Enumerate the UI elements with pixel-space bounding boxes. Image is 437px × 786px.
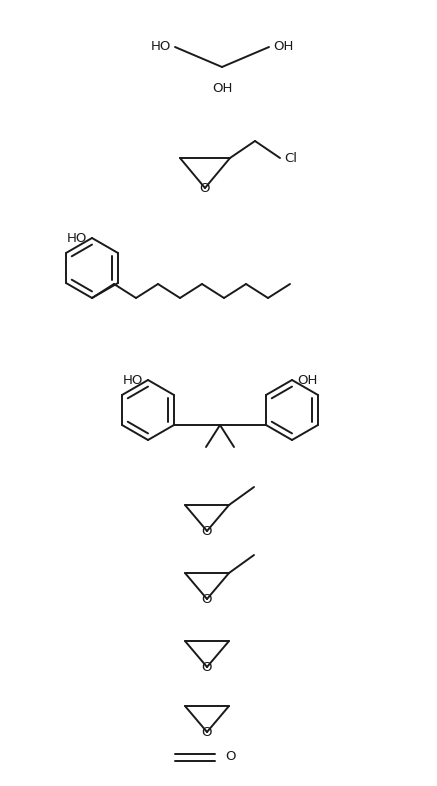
Text: O: O <box>202 525 212 538</box>
Text: O: O <box>202 593 212 606</box>
Text: Cl: Cl <box>284 152 297 164</box>
Text: O: O <box>202 661 212 674</box>
Text: OH: OH <box>212 82 232 95</box>
Text: OH: OH <box>297 373 317 387</box>
Text: OH: OH <box>273 41 293 53</box>
Text: HO: HO <box>66 232 87 244</box>
Text: HO: HO <box>151 41 171 53</box>
Text: O: O <box>225 751 236 763</box>
Text: O: O <box>200 182 210 195</box>
Text: O: O <box>202 726 212 739</box>
Text: HO: HO <box>123 373 143 387</box>
